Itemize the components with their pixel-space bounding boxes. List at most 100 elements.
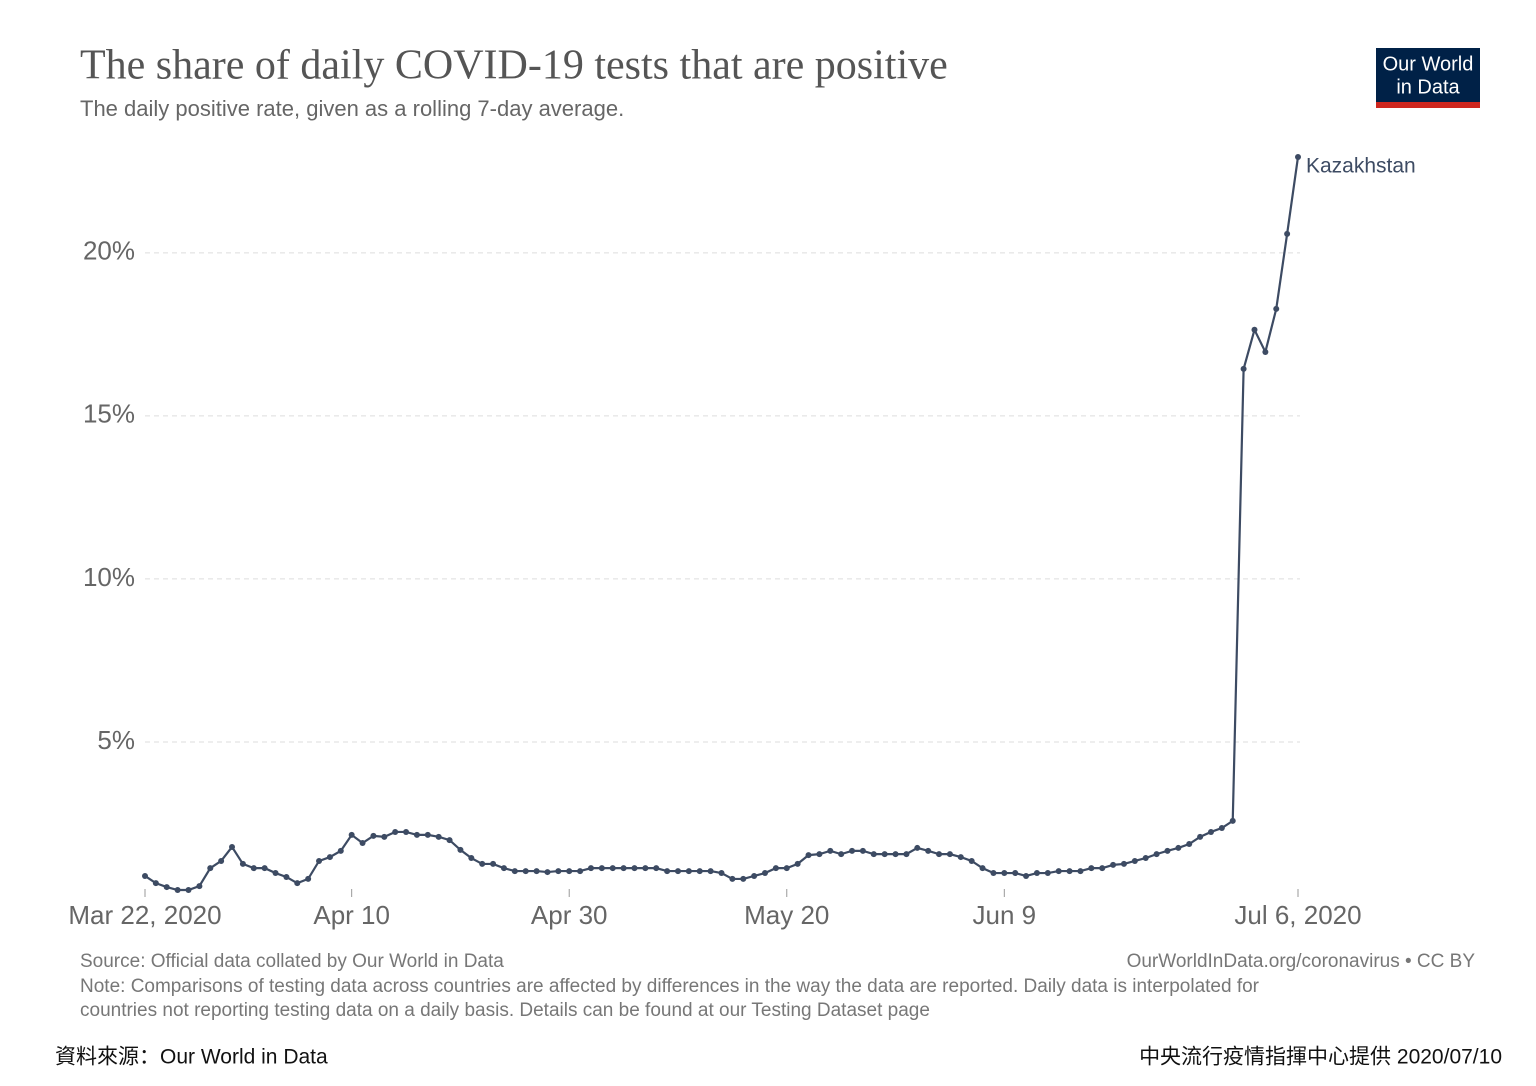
data-point	[762, 870, 769, 877]
data-point	[957, 854, 964, 861]
data-point	[1055, 868, 1062, 875]
x-tick-label: Jun 9	[973, 900, 1037, 930]
data-point	[229, 843, 236, 850]
data-point	[359, 840, 366, 847]
logo-text: Our World	[1383, 53, 1474, 75]
data-point	[424, 831, 431, 838]
data-point	[587, 865, 594, 872]
data-point	[1023, 872, 1030, 879]
data-point	[674, 868, 681, 875]
data-point	[990, 870, 997, 877]
data-point	[816, 851, 823, 858]
data-point	[152, 880, 159, 887]
source: Source: Official data collated by Our Wo…	[80, 951, 504, 972]
data-point	[163, 884, 170, 891]
data-point	[435, 833, 442, 840]
data-point	[1251, 326, 1258, 333]
license: OurWorldInData.org/coronavirus • CC BY	[1127, 951, 1476, 972]
data-point	[1164, 847, 1171, 854]
data-point	[740, 875, 747, 882]
data-point	[1218, 825, 1225, 832]
data-point	[653, 865, 660, 872]
data-point	[609, 865, 616, 872]
data-point	[316, 857, 323, 864]
data-point	[326, 854, 333, 861]
data-point	[500, 865, 507, 872]
logo-box	[1376, 48, 1480, 102]
data-point	[1110, 861, 1117, 868]
series-line	[144, 156, 1300, 892]
data-point	[881, 851, 888, 858]
data-point	[696, 868, 703, 875]
data-point	[468, 855, 475, 862]
chart-subtitle: The daily positive rate, given as a roll…	[80, 96, 624, 121]
data-point	[1066, 868, 1073, 875]
footer-credit: 中央流行疫情指揮中心提供 2020/07/10	[1139, 1046, 1502, 1069]
data-point	[1088, 865, 1095, 872]
data-point	[1012, 870, 1019, 877]
data-point	[272, 870, 279, 877]
data-point	[446, 837, 453, 844]
data-point	[620, 865, 627, 872]
data-point	[196, 883, 203, 890]
data-point	[870, 851, 877, 858]
data-point	[348, 831, 355, 838]
data-point	[544, 869, 551, 876]
data-point	[1273, 305, 1280, 312]
data-point	[772, 865, 779, 872]
data-point	[511, 868, 518, 875]
data-point	[1033, 870, 1040, 877]
data-point	[218, 857, 225, 864]
data-point	[1131, 857, 1138, 864]
data-point	[685, 868, 692, 875]
y-tick-label: 10%	[83, 562, 135, 592]
data-point	[1295, 153, 1301, 160]
data-point	[1284, 230, 1291, 237]
data-point	[522, 868, 529, 875]
x-tick-label: Apr 10	[313, 900, 390, 930]
data-point	[794, 860, 801, 867]
data-point	[642, 865, 649, 872]
data-point	[533, 868, 540, 875]
data-point	[903, 851, 910, 858]
data-point	[555, 868, 562, 875]
data-point	[751, 872, 758, 879]
y-tick-label: 20%	[83, 236, 135, 266]
data-point	[413, 831, 420, 838]
data-point	[805, 852, 812, 859]
data-point	[598, 865, 605, 872]
data-point	[1175, 844, 1182, 851]
note: Note: Comparisons of testing data across…	[80, 976, 1260, 997]
data-point	[1197, 833, 1204, 840]
y-tick-label: 15%	[83, 399, 135, 429]
data-point	[577, 868, 584, 875]
data-point	[718, 870, 725, 877]
data-point	[1044, 870, 1051, 877]
data-point	[207, 865, 214, 872]
data-point	[729, 875, 736, 882]
data-point	[185, 887, 192, 893]
data-point	[1001, 870, 1008, 877]
data-point	[631, 865, 638, 872]
data-point	[1262, 348, 1269, 355]
data-point	[239, 860, 246, 867]
data-point	[925, 847, 932, 854]
data-point	[370, 832, 377, 839]
data-point	[783, 865, 790, 872]
data-point	[283, 873, 290, 880]
x-tick-label: Apr 30	[531, 900, 608, 930]
data-point	[294, 880, 301, 887]
x-tick-label: Jul 6, 2020	[1234, 900, 1361, 930]
data-point	[968, 857, 975, 864]
data-point	[1120, 860, 1127, 867]
data-point	[479, 860, 486, 867]
data-point	[174, 887, 181, 893]
data-point	[1142, 855, 1149, 862]
data-point	[707, 868, 714, 875]
data-point	[1077, 868, 1084, 875]
chart-title: The share of daily COVID-19 tests that a…	[80, 43, 948, 89]
data-point	[142, 872, 148, 879]
data-point	[250, 865, 257, 872]
data-point	[849, 847, 856, 854]
